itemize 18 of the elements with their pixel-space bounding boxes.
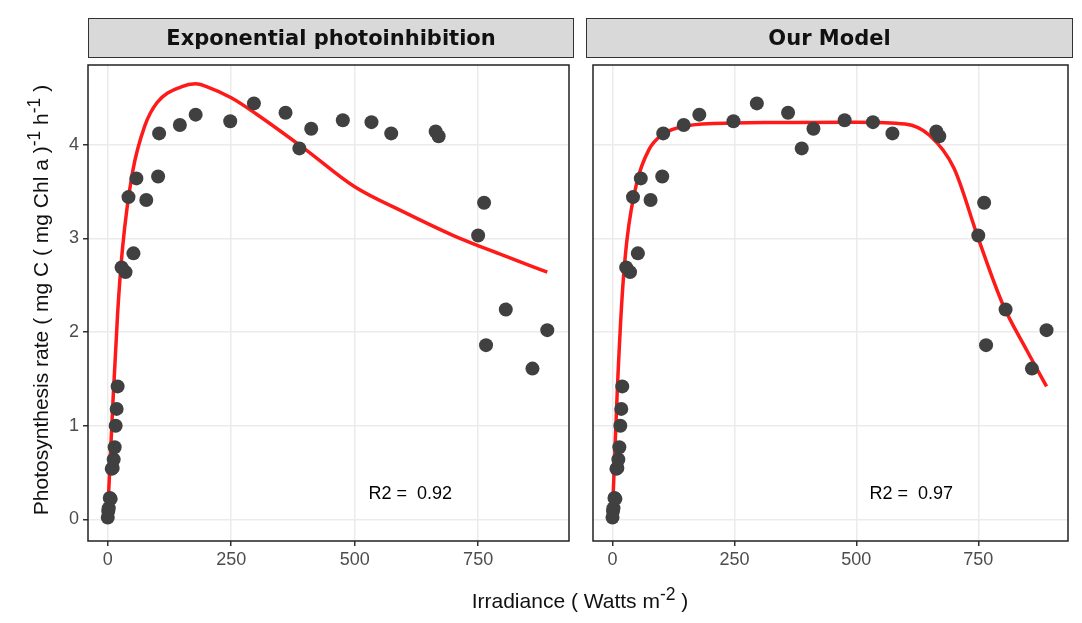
x-tick-label: 750 <box>963 548 994 569</box>
y-tick-label: 2 <box>68 321 79 342</box>
annotation: R2 = 0.92 <box>368 482 453 503</box>
x-tick-label: 250 <box>719 548 750 569</box>
x-tick-label: 500 <box>339 548 370 569</box>
x-tick-label: 750 <box>463 548 494 569</box>
chart-title: Our Model <box>586 18 1073 58</box>
x-tick-label: 0 <box>607 548 618 569</box>
y-tick-label: 4 <box>68 133 79 154</box>
x-tick-label: 250 <box>216 548 247 569</box>
y-tick-label: 0 <box>68 508 79 529</box>
y-tick-label: 1 <box>68 414 79 435</box>
x-tick-label: 0 <box>102 548 113 569</box>
annotation: R2 = 0.97 <box>869 482 954 503</box>
x-tick-label: 500 <box>841 548 872 569</box>
chart-title: Exponential photoinhibition <box>88 18 574 58</box>
y-tick-label: 3 <box>68 227 79 248</box>
x-axis-title: Irradiance ( Watts m$^{-2}$ ) <box>471 583 689 613</box>
